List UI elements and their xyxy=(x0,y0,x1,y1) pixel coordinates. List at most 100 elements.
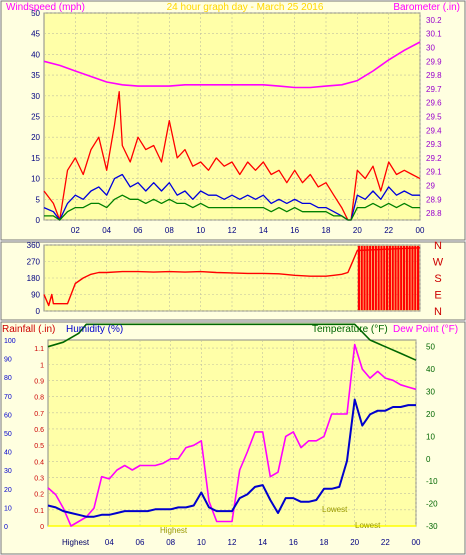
y-tick-label-humidity: 60 xyxy=(4,412,12,419)
y-tick-label-left: 35 xyxy=(31,71,40,80)
y-tick-label-left: 10 xyxy=(31,175,40,184)
y-tick-label-humidity: 0 xyxy=(4,524,8,531)
panel3-temperature-title: Temperature (°F) xyxy=(312,324,388,335)
compass-label: W xyxy=(433,257,444,269)
y-tick-label-rain: 1.1 xyxy=(34,346,44,353)
x-tick-label: 14 xyxy=(258,538,267,547)
y-tick-label-left: 0 xyxy=(36,216,41,225)
y-tick-label-humidity: 90 xyxy=(4,357,12,364)
y-tick-label-left: 40 xyxy=(31,50,40,59)
y-tick-label-temperature: -30 xyxy=(426,522,438,531)
x-tick-label: 12 xyxy=(228,538,237,547)
y-tick-label-rain: 1 xyxy=(40,362,44,369)
x-tick-label: 14 xyxy=(259,226,268,235)
y-tick-label-left: 30 xyxy=(31,92,40,101)
y-tick-label-rain: 0 xyxy=(40,524,44,531)
y-tick-label-temperature: -10 xyxy=(426,477,438,486)
panel-wind-barometer: 02 04 06 08 10 12 14 16 18 20 22 000510152025303540… xyxy=(0,0,466,241)
x-tick-label: 00 xyxy=(412,538,421,547)
x-tick-label: 20 xyxy=(353,226,362,235)
series-humidity xyxy=(47,398,416,518)
y-tick-label-right: 30 xyxy=(426,44,435,53)
x-tick-label: 20 xyxy=(350,538,359,547)
x-tick-label: 10 xyxy=(197,538,206,547)
y-tick-label-right: 29 xyxy=(426,182,435,191)
y-tick-label-rain: 0.9 xyxy=(34,378,44,385)
y-tick-label-temperature: 20 xyxy=(426,410,435,419)
y-tick-label-right: 29.3 xyxy=(426,140,442,149)
x-tick-label: 22 xyxy=(384,226,393,235)
annotation-highest-1: Highest xyxy=(62,538,90,547)
y-tick-label-temperature: 50 xyxy=(426,343,435,352)
y-tick-label-direction: 180 xyxy=(27,274,41,283)
x-tick-label: 00 xyxy=(416,226,425,235)
y-tick-label-rain: 0.5 xyxy=(34,443,44,450)
y-tick-label-direction: 360 xyxy=(27,241,41,250)
y-tick-label-right: 30.2 xyxy=(426,16,442,25)
compass-label: E xyxy=(434,290,441,302)
y-tick-label-humidity: 10 xyxy=(4,505,12,512)
compass-label: N xyxy=(434,240,442,252)
y-tick-label-rain: 0.1 xyxy=(34,508,44,515)
y-tick-label-right: 29.9 xyxy=(426,57,442,66)
y-tick-label-right: 29.5 xyxy=(426,113,442,122)
y-tick-label-direction: 90 xyxy=(31,291,40,300)
series-gust xyxy=(43,91,421,221)
y-tick-label-humidity: 80 xyxy=(4,375,12,382)
x-tick-label: 06 xyxy=(136,538,145,547)
panel3-humidity-title: Humidity (%) xyxy=(66,324,123,335)
y-tick-label-rain: 0.8 xyxy=(34,395,44,402)
y-tick-label-left: 5 xyxy=(36,195,41,204)
panel3-rainfall-title: Rainfall (.in) xyxy=(2,324,55,335)
series-wind_avg xyxy=(44,194,420,221)
series-wind-direction xyxy=(43,247,421,307)
annotation-lowest-2: Lowest xyxy=(355,521,381,530)
x-tick-label: 22 xyxy=(381,538,390,547)
y-tick-label-left: 15 xyxy=(31,154,40,163)
x-tick-label: 04 xyxy=(102,226,111,235)
y-tick-label-humidity: 50 xyxy=(4,431,12,438)
panel1-title: 24 hour graph day - March 25 2016 xyxy=(167,2,324,13)
panel1-left-axis-title: Windspeed (mph) xyxy=(6,2,85,13)
y-tick-label-left: 25 xyxy=(31,113,40,122)
x-tick-label: 06 xyxy=(134,226,143,235)
y-tick-label-right: 29.1 xyxy=(426,168,442,177)
y-tick-label-direction: 0 xyxy=(36,307,41,316)
y-tick-label-humidity: 30 xyxy=(4,468,12,475)
y-tick-label-temperature: 0 xyxy=(426,455,431,464)
compass-label: N xyxy=(434,306,442,318)
series-barometer xyxy=(43,41,421,89)
annotation-highest-2: Highest xyxy=(160,526,188,535)
y-tick-label-left: 20 xyxy=(31,133,40,142)
y-tick-label-humidity: 70 xyxy=(4,394,12,401)
x-tick-label: 18 xyxy=(320,538,329,547)
series-wind_speed xyxy=(43,173,420,221)
x-tick-label: 16 xyxy=(290,226,299,235)
y-tick-label-right: 29.4 xyxy=(426,126,442,135)
panel3-dewpoint-title: Dew Point (°F) xyxy=(393,324,458,335)
y-tick-label-temperature: 30 xyxy=(426,388,435,397)
y-tick-label-temperature: 40 xyxy=(426,365,435,374)
x-tick-label: 08 xyxy=(165,226,174,235)
y-tick-label-left: 45 xyxy=(31,30,40,39)
y-tick-label-right: 29.6 xyxy=(426,99,442,108)
compass-label: S xyxy=(434,273,441,285)
y-tick-label-rain: 0.3 xyxy=(34,475,44,482)
y-tick-label-right: 28.9 xyxy=(426,195,442,204)
panel1-right-axis-title: Barometer (.in) xyxy=(393,2,460,13)
y-tick-label-rain: 0.6 xyxy=(34,427,44,434)
y-tick-label-humidity: 20 xyxy=(4,487,12,494)
y-tick-label-right: 29.7 xyxy=(426,85,442,94)
y-tick-label-humidity: 100 xyxy=(4,338,16,345)
y-tick-label-temperature: -20 xyxy=(426,500,438,509)
panel-temp-humidity: 04 06 08 10 12 14 16 18 20 22 00010203040506070809… xyxy=(0,321,466,555)
series-dew_point xyxy=(47,343,417,527)
x-tick-label: 16 xyxy=(289,538,298,547)
y-tick-label-humidity: 40 xyxy=(4,450,12,457)
y-tick-label-temperature: 10 xyxy=(426,432,435,441)
y-tick-label-right: 29.8 xyxy=(426,71,442,80)
x-tick-label: 02 xyxy=(71,226,80,235)
x-tick-label: 08 xyxy=(166,538,175,547)
